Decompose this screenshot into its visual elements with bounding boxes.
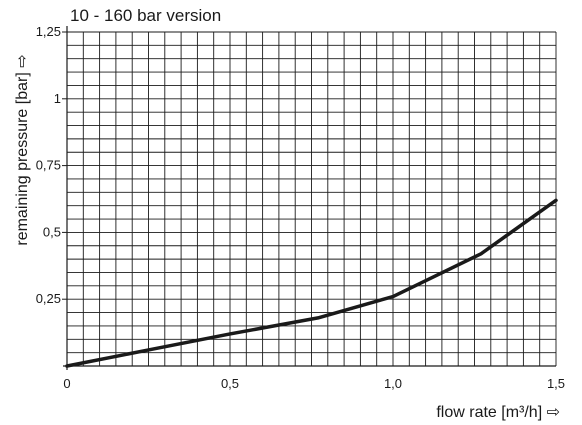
data-point [147,349,150,351]
data-point [555,199,557,202]
series-lines [65,198,558,368]
data-point [480,252,482,255]
x-axis-label: flow rate [m³/h] ⇨ [436,404,560,421]
y-tick-label: 1,25 [36,24,61,39]
x-tick-label: 1,0 [384,376,402,391]
grid [66,31,557,367]
x-tick-label: 0,5 [221,376,239,391]
y-tick-label: 0,75 [36,158,61,173]
chart-title: 10 - 160 bar version [70,6,222,25]
tick-labels: 0,25 0,5 0,75 1 1,25 0 0,5 1,0 1,5 [36,24,565,391]
data-point [66,365,68,367]
data-point [317,317,319,319]
y-tick-label: 1 [54,91,61,106]
x-tick-label: 0 [63,376,70,391]
x-tick-label: 1,5 [547,376,565,391]
y-tick-label: 0,5 [43,224,61,239]
data-point [392,295,394,298]
axes [62,26,556,370]
data-point [229,333,231,335]
y-tick-label: 0,25 [36,291,61,306]
